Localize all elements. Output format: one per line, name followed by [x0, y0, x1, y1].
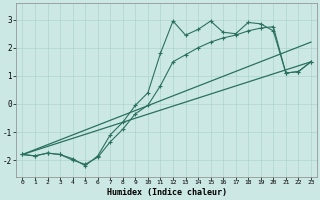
X-axis label: Humidex (Indice chaleur): Humidex (Indice chaleur) [107, 188, 227, 197]
